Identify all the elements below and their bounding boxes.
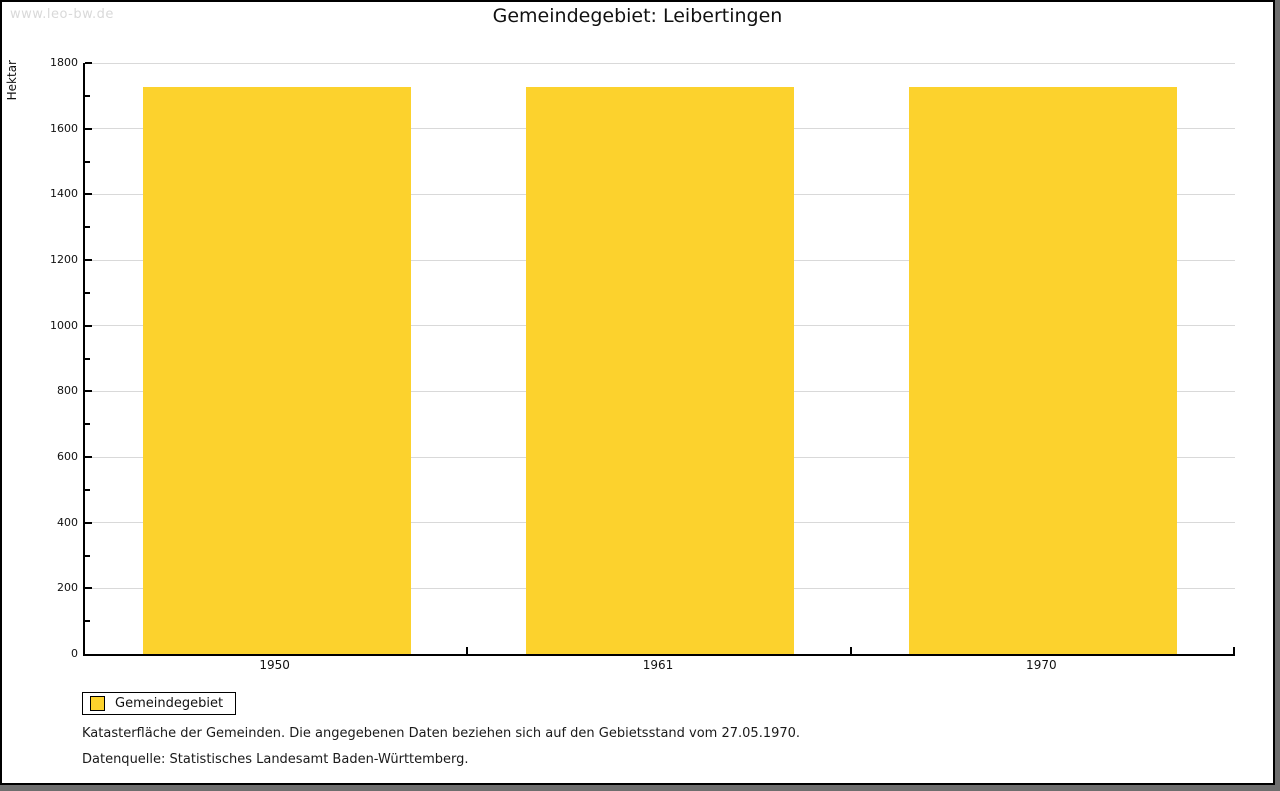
y-major-tick bbox=[85, 521, 92, 524]
y-tick-label: 1800 bbox=[50, 56, 78, 69]
x-tick-label: 1970 bbox=[1026, 658, 1057, 672]
footnote-description: Katasterfläche der Gemeinden. Die angege… bbox=[82, 726, 801, 741]
y-major-tick bbox=[85, 390, 92, 393]
y-tick-label: 1200 bbox=[50, 253, 78, 266]
y-minor-tick bbox=[85, 423, 90, 426]
y-tick-label: 200 bbox=[57, 581, 78, 595]
footnote-source: Datenquelle: Statistisches Landesamt Bad… bbox=[82, 752, 469, 767]
x-axis-tick-labels: 1950 1961 1970 bbox=[83, 656, 1233, 676]
y-minor-tick bbox=[85, 357, 90, 360]
y-tick-label: 600 bbox=[57, 450, 78, 463]
y-major-tick bbox=[85, 587, 92, 590]
y-major-tick bbox=[85, 456, 92, 458]
y-tick-label: 1400 bbox=[50, 187, 78, 201]
legend: Gemeindegebiet bbox=[82, 692, 237, 715]
legend-label: Gemeindegebiet bbox=[115, 696, 224, 711]
y-tick-label: 800 bbox=[57, 384, 78, 398]
y-minor-tick bbox=[85, 160, 90, 163]
y-tick-label: 1600 bbox=[50, 121, 78, 135]
y-minor-tick bbox=[85, 620, 90, 623]
y-major-tick bbox=[85, 127, 92, 130]
y-major-tick bbox=[85, 62, 92, 64]
x-boundary-tick bbox=[466, 647, 469, 654]
y-axis-tick-labels: 0 200 400 600 800 1000 1200 1400 1600 1800 bbox=[2, 56, 78, 660]
y-tick-label: 1000 bbox=[50, 318, 78, 332]
legend-swatch-icon bbox=[90, 696, 105, 711]
x-tick-label: 1961 bbox=[642, 658, 674, 672]
bar-1950 bbox=[142, 86, 411, 654]
y-minor-tick bbox=[85, 226, 90, 229]
y-minor-tick bbox=[85, 291, 90, 294]
x-boundary-tick bbox=[1233, 647, 1235, 654]
y-major-tick bbox=[85, 324, 92, 327]
y-minor-tick bbox=[85, 488, 90, 491]
y-minor-tick bbox=[85, 94, 90, 97]
chart-title: Gemeindegebiet: Leibertingen bbox=[492, 5, 783, 27]
x-tick-label: 1950 bbox=[259, 658, 290, 672]
y-tick-label: 0 bbox=[71, 647, 78, 660]
x-boundary-tick bbox=[849, 647, 852, 654]
y-tick-label: 400 bbox=[57, 515, 78, 529]
gridline bbox=[85, 62, 1235, 64]
plot-area bbox=[83, 62, 1235, 656]
watermark: www.leo-bw.de bbox=[10, 7, 114, 22]
y-minor-tick bbox=[85, 554, 90, 557]
y-major-tick bbox=[85, 259, 92, 261]
bar-1961 bbox=[525, 86, 795, 654]
y-major-tick bbox=[85, 193, 92, 196]
bar-1970 bbox=[909, 86, 1178, 654]
